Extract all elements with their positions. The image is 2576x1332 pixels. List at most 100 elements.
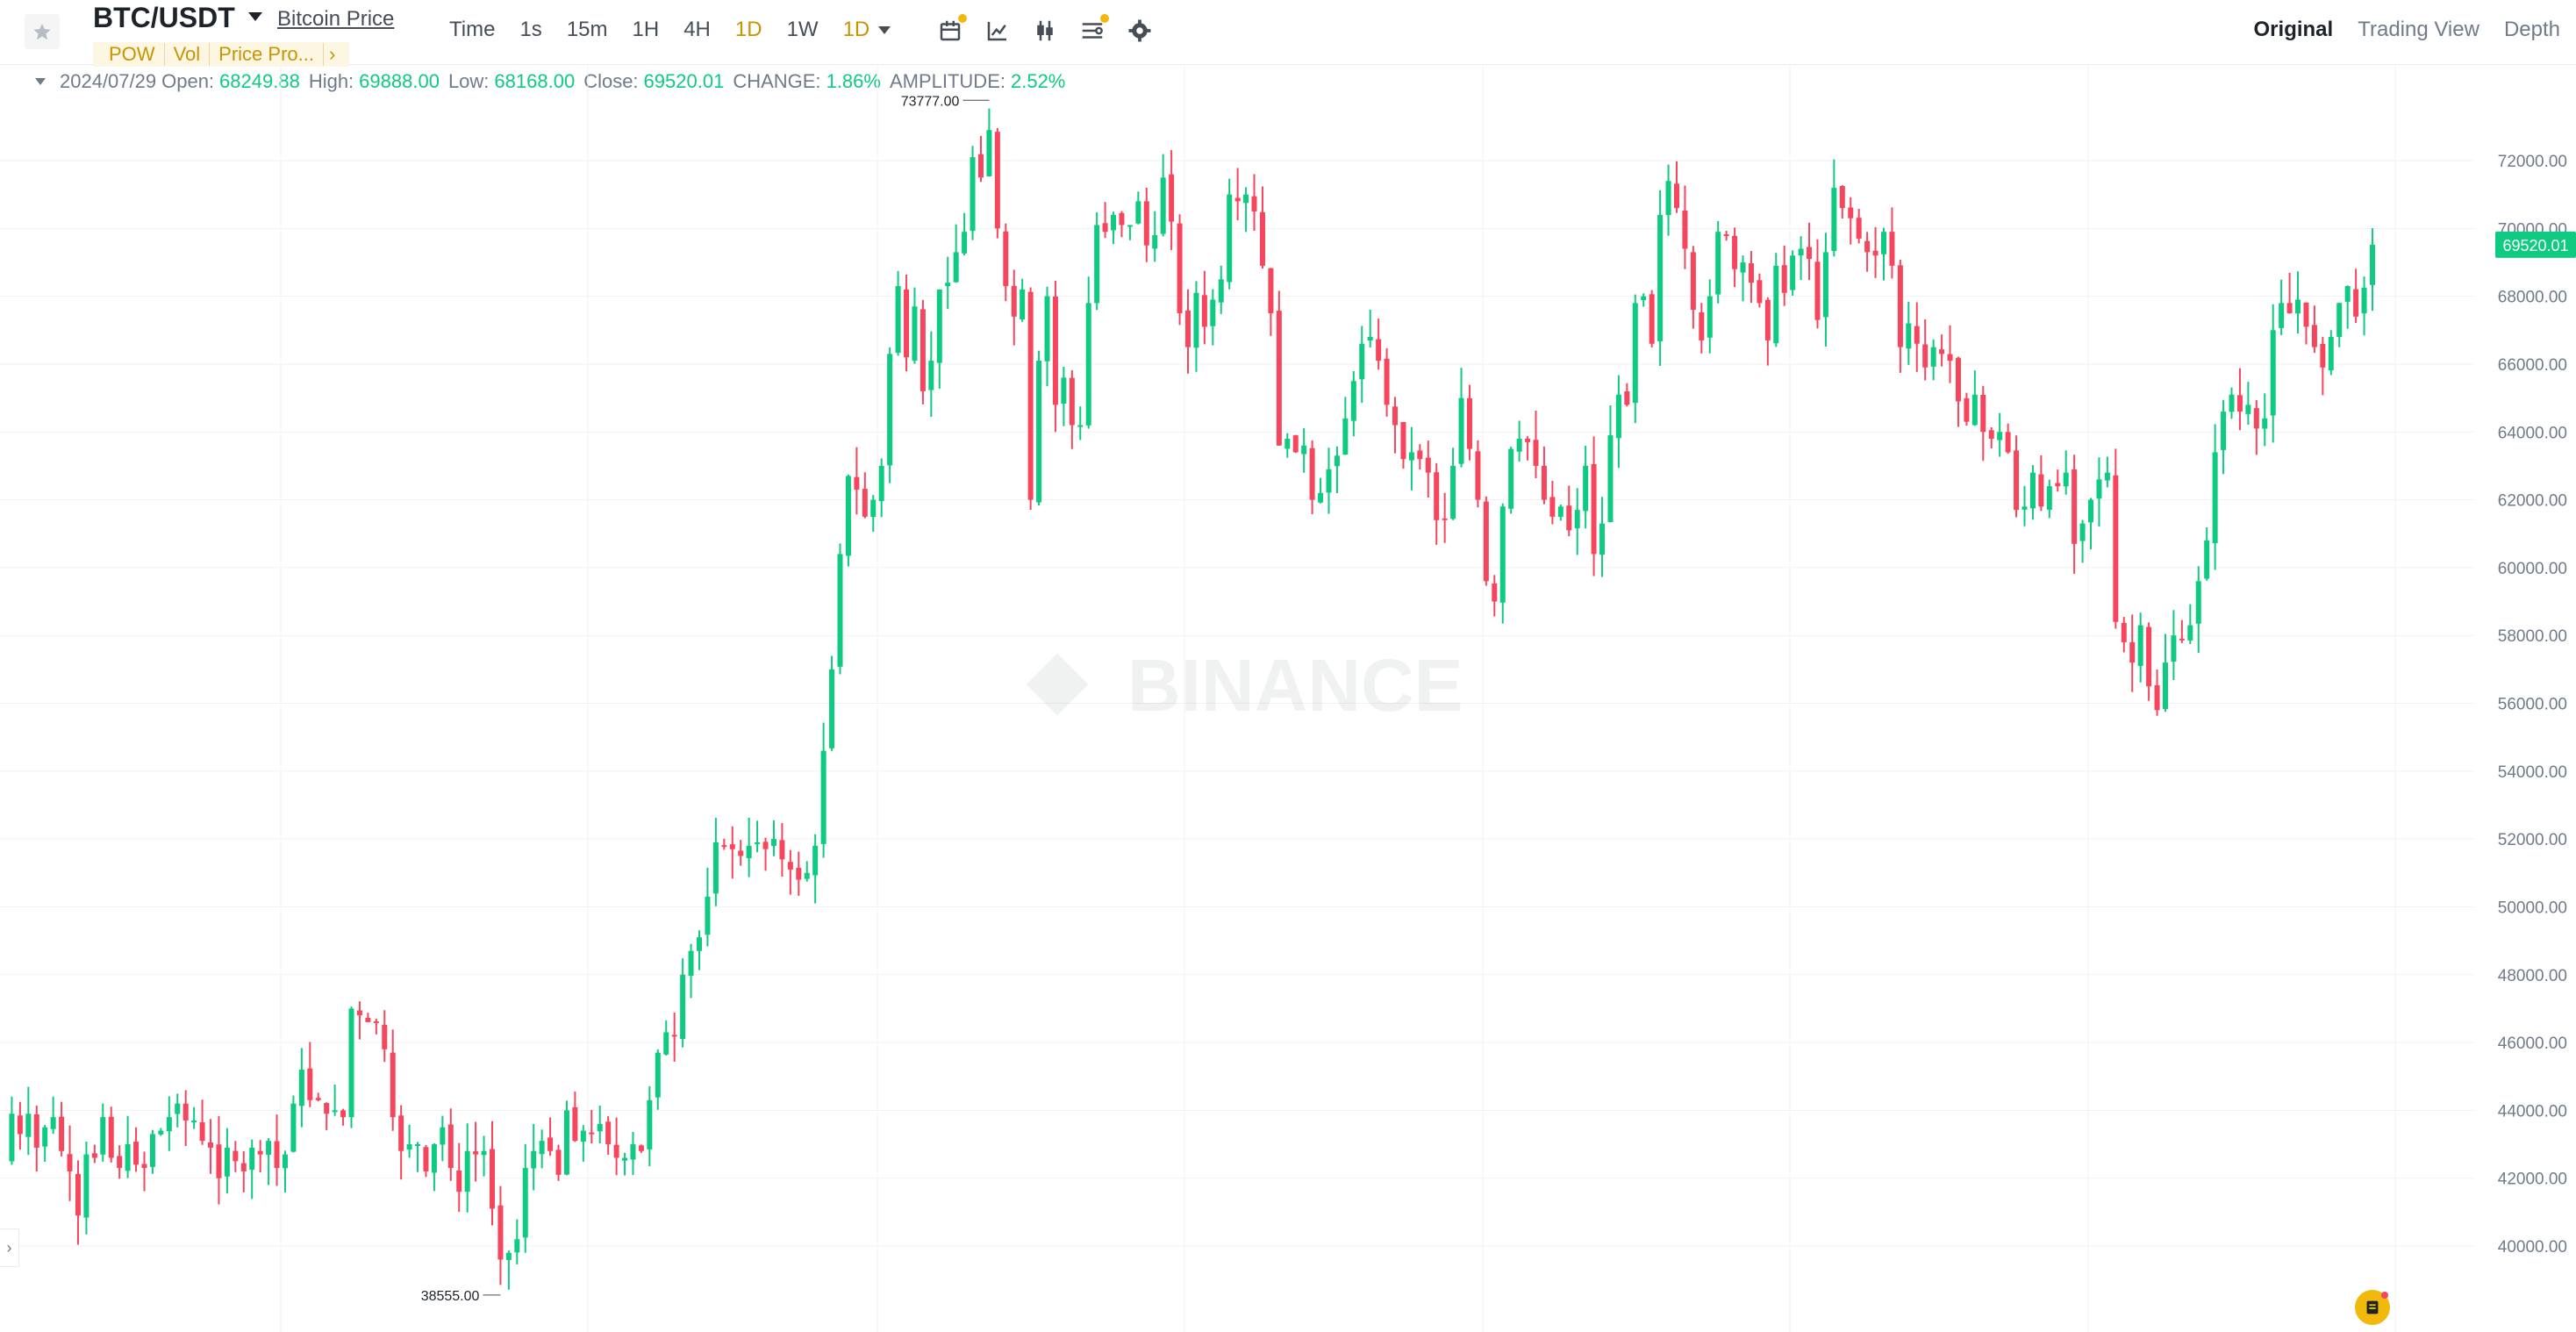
candle[interactable] — [1856, 209, 1862, 244]
candle[interactable] — [1210, 289, 1216, 346]
candle[interactable] — [332, 1085, 338, 1116]
candle[interactable] — [2187, 604, 2193, 644]
candle[interactable] — [1384, 347, 1390, 417]
candle[interactable] — [531, 1124, 537, 1191]
candle[interactable] — [1541, 446, 1547, 505]
chevron-right-icon[interactable]: › — [328, 43, 336, 65]
candle[interactable] — [83, 1142, 89, 1235]
candle[interactable] — [2021, 485, 2028, 526]
candle[interactable] — [2328, 330, 2334, 376]
candle[interactable] — [1508, 447, 1514, 514]
candle[interactable] — [779, 823, 785, 877]
candle[interactable] — [1234, 168, 1241, 221]
candle[interactable] — [1011, 269, 1017, 346]
candle[interactable] — [962, 212, 968, 256]
line-chart-icon[interactable] — [984, 18, 1011, 44]
candle[interactable] — [117, 1145, 123, 1179]
candle[interactable] — [1069, 369, 1075, 449]
candle[interactable] — [365, 1013, 371, 1022]
candle[interactable] — [233, 1141, 239, 1172]
candle[interactable] — [522, 1143, 528, 1253]
candle[interactable] — [2245, 382, 2251, 425]
interval-dropdown-icon[interactable] — [878, 25, 891, 34]
candle[interactable] — [1757, 273, 1763, 308]
candle[interactable] — [1135, 191, 1141, 225]
candle[interactable] — [1458, 368, 1464, 468]
candle[interactable] — [1044, 286, 1050, 387]
candle[interactable] — [2171, 610, 2177, 681]
candle[interactable] — [895, 270, 901, 356]
candle[interactable] — [2270, 304, 2276, 443]
candle[interactable] — [1434, 462, 1440, 545]
candle[interactable] — [738, 840, 744, 866]
interval-1h[interactable]: 1H — [632, 18, 660, 41]
candle[interactable] — [1061, 366, 1067, 426]
tab-depth[interactable]: Depth — [2503, 18, 2560, 41]
candle[interactable] — [746, 817, 752, 877]
candle[interactable] — [282, 1150, 288, 1192]
candle[interactable] — [2361, 276, 2367, 336]
candle[interactable] — [17, 1101, 23, 1150]
candle[interactable] — [1475, 440, 1481, 508]
candle[interactable] — [1301, 428, 1307, 473]
candle[interactable] — [1516, 420, 1522, 462]
candle[interactable] — [1417, 444, 1423, 470]
candle[interactable] — [812, 834, 819, 904]
candle[interactable] — [1052, 280, 1058, 433]
candle[interactable] — [721, 838, 727, 850]
candle[interactable] — [1003, 223, 1009, 302]
candle[interactable] — [1483, 496, 1489, 586]
candle[interactable] — [423, 1144, 429, 1178]
candle[interactable] — [2129, 614, 2136, 692]
candle[interactable] — [2221, 399, 2227, 475]
candle[interactable] — [1276, 290, 1282, 446]
candle[interactable] — [1889, 207, 1895, 279]
candle[interactable] — [663, 1020, 669, 1056]
candle[interactable] — [953, 224, 959, 283]
candle[interactable] — [1127, 225, 1133, 240]
candle[interactable] — [1939, 334, 1945, 367]
candle[interactable] — [2096, 457, 2102, 527]
candle[interactable] — [970, 146, 976, 240]
candle[interactable] — [589, 1109, 595, 1144]
candle[interactable] — [1707, 279, 1713, 354]
candle[interactable] — [712, 818, 719, 906]
candle[interactable] — [191, 1106, 197, 1129]
candle[interactable] — [2063, 450, 2069, 495]
candle[interactable] — [2014, 435, 2020, 518]
candle[interactable] — [688, 943, 694, 999]
candle[interactable] — [1624, 383, 1630, 407]
candle[interactable] — [837, 543, 843, 675]
candle[interactable] — [1566, 485, 1572, 537]
candle[interactable] — [1781, 245, 1787, 306]
candle[interactable] — [705, 867, 711, 947]
candle[interactable] — [1997, 412, 2003, 457]
candle[interactable] — [1169, 149, 1175, 250]
candle[interactable] — [240, 1150, 247, 1192]
candle[interactable] — [398, 1105, 404, 1180]
candle[interactable] — [1615, 375, 1621, 469]
order-book-button[interactable] — [2355, 1290, 2390, 1325]
candle[interactable] — [1549, 480, 1556, 525]
candle[interactable] — [613, 1117, 619, 1176]
candle[interactable] — [1947, 325, 1953, 383]
candle[interactable] — [1773, 253, 1779, 347]
tag-price-protection[interactable]: Price Pro... — [210, 43, 324, 66]
candle[interactable] — [1185, 289, 1191, 374]
candle[interactable] — [680, 958, 686, 1048]
candle[interactable] — [1094, 211, 1100, 311]
candle[interactable] — [796, 851, 802, 896]
candle[interactable] — [912, 287, 918, 364]
interval-1d[interactable]: 1D — [734, 18, 762, 41]
candle[interactable] — [505, 1250, 512, 1290]
candle[interactable] — [1607, 405, 1614, 523]
candle[interactable] — [1897, 259, 1903, 373]
candle[interactable] — [249, 1139, 255, 1200]
candle[interactable] — [166, 1096, 172, 1151]
indicator-icon[interactable] — [1079, 14, 1109, 44]
candle[interactable] — [290, 1095, 297, 1153]
bitcoin-price-link[interactable]: Bitcoin Price — [277, 7, 395, 31]
candle[interactable] — [2113, 448, 2119, 629]
candle[interactable] — [1665, 164, 1671, 236]
candle[interactable] — [1715, 220, 1721, 304]
